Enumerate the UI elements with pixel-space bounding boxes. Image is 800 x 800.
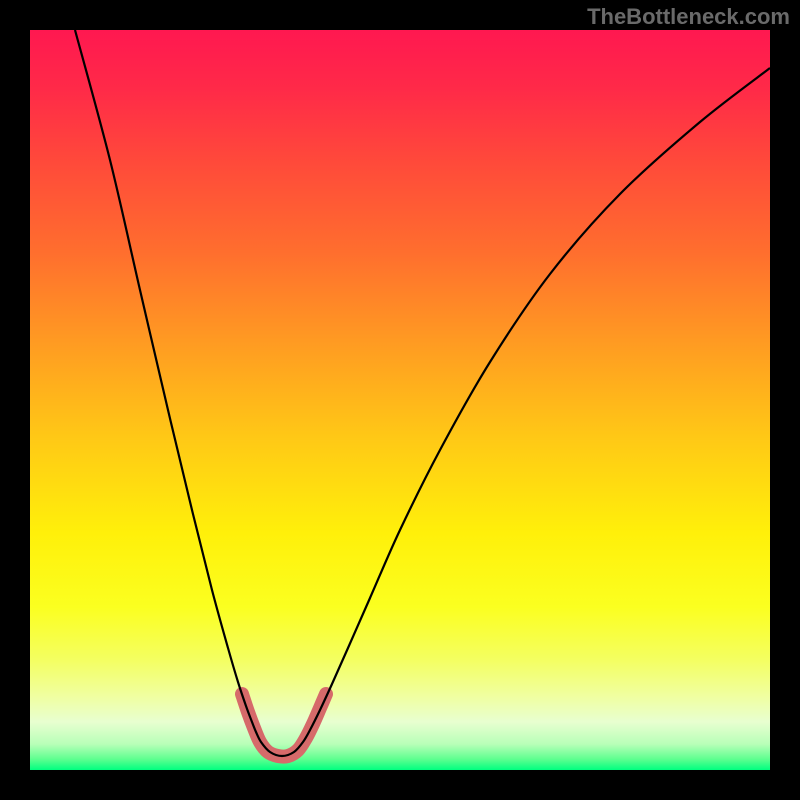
chart-container: TheBottleneck.com — [0, 0, 800, 800]
bottleneck-curve — [75, 30, 770, 756]
curve-layer — [30, 30, 770, 770]
plot-area — [30, 30, 770, 770]
watermark-text: TheBottleneck.com — [587, 4, 790, 30]
